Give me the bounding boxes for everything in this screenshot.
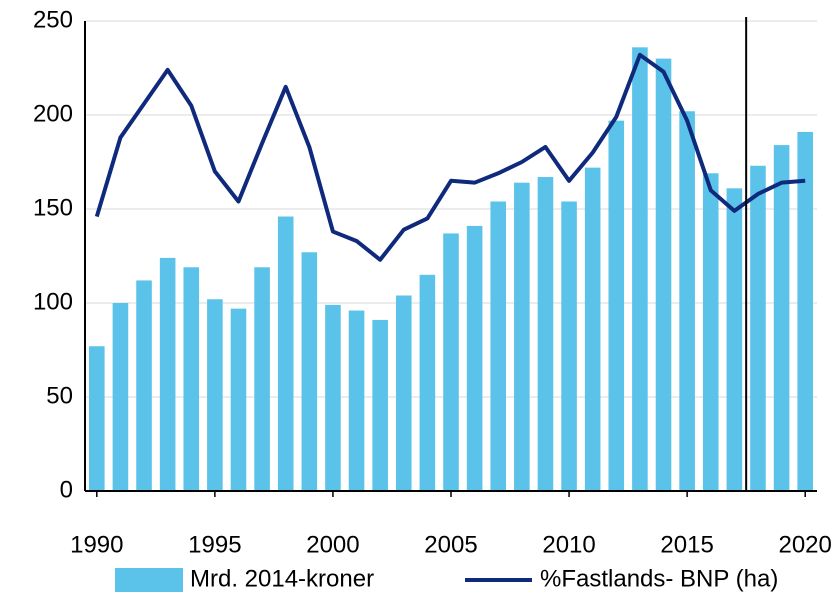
bar [584, 167, 601, 491]
bar [230, 308, 247, 491]
legend-swatch [115, 568, 183, 592]
bar [679, 111, 695, 492]
bar [112, 303, 129, 491]
bar [89, 346, 105, 491]
y-tick-label: 50 [46, 382, 73, 409]
bar [159, 257, 176, 491]
legend-label: Mrd. 2014-kroner [190, 565, 374, 592]
bar [537, 177, 554, 492]
x-tick-label: 2010 [542, 531, 595, 558]
bar [490, 201, 507, 492]
bar [702, 173, 719, 491]
bar [348, 310, 365, 491]
bar [136, 280, 152, 491]
bar [277, 216, 294, 491]
bar [443, 233, 459, 491]
x-tick-label: 1995 [188, 531, 241, 558]
bar [254, 267, 270, 491]
x-tick-label: 1990 [70, 531, 123, 558]
y-tick-label: 150 [33, 194, 73, 221]
y-tick-label: 200 [33, 100, 73, 127]
bar [514, 182, 530, 491]
y-tick-label: 100 [33, 288, 73, 315]
bar [608, 120, 625, 491]
bar [726, 188, 743, 491]
bar [632, 47, 648, 491]
x-tick-label: 2020 [778, 531, 831, 558]
x-tick-label: 2005 [424, 531, 477, 558]
bar [183, 267, 200, 491]
bar [561, 201, 577, 492]
x-tick-label: 2000 [306, 531, 359, 558]
bar [797, 131, 813, 492]
legend-label: %Fastlands- BNP (ha) [540, 565, 778, 592]
y-tick-label: 250 [33, 6, 73, 33]
bar [301, 252, 318, 491]
bar [372, 319, 388, 491]
y-tick-label: 0 [60, 476, 73, 503]
bar [325, 304, 341, 491]
bar [773, 145, 790, 491]
bar [750, 165, 766, 491]
bar [207, 299, 223, 491]
bar [419, 274, 436, 491]
bar [395, 295, 412, 491]
bar [466, 225, 483, 492]
bar [655, 58, 672, 491]
x-tick-label: 2015 [660, 531, 713, 558]
line [94, 52, 806, 262]
